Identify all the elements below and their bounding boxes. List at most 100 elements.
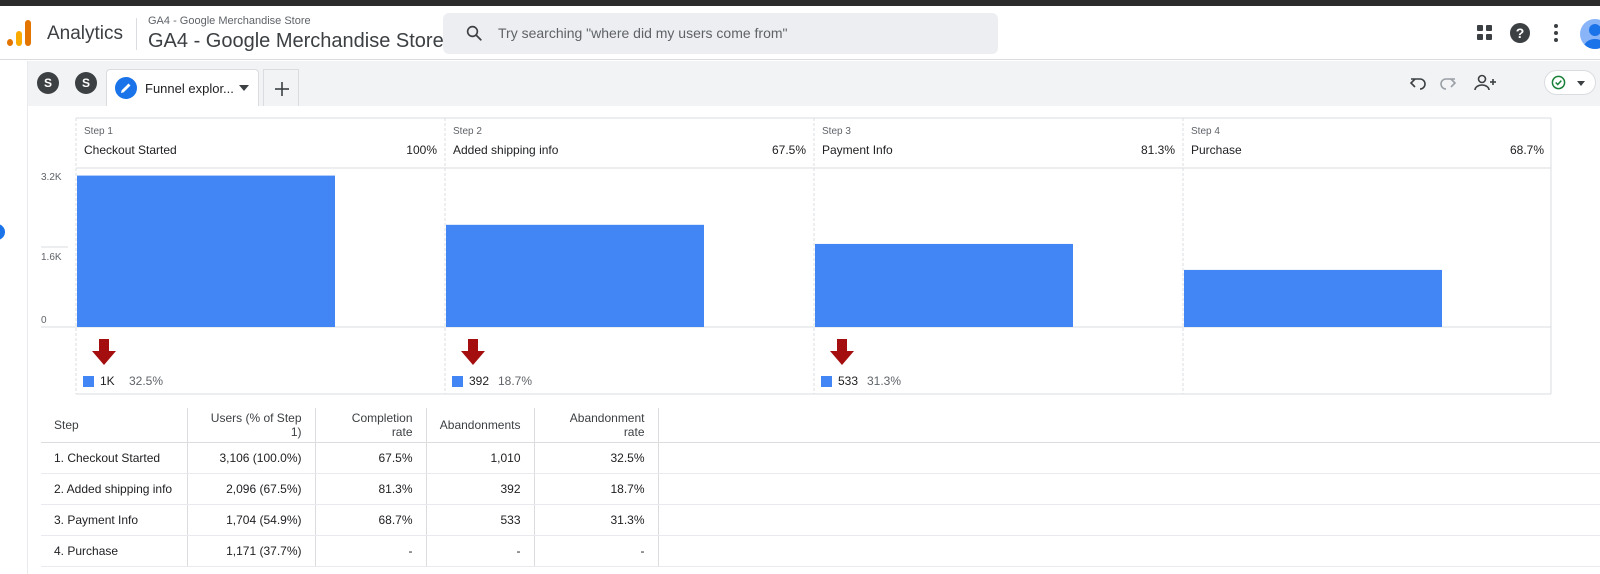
redo-icon[interactable]	[1438, 73, 1458, 93]
table-cell: 2,096 (67.5%)	[187, 473, 316, 505]
dropoff-swatch	[452, 376, 463, 387]
search-icon	[466, 25, 482, 41]
dropoff-summary[interactable]: 533 31.3%	[814, 334, 934, 394]
funnel-chart	[41, 117, 1552, 395]
share-people-icon[interactable]	[1474, 73, 1498, 93]
y-tick-label: 0	[41, 315, 47, 326]
column-header[interactable]: Users (% of Step 1)	[187, 408, 316, 443]
apps-grid-icon[interactable]	[1474, 22, 1496, 44]
step-name: Payment Info	[822, 143, 893, 157]
table-cell: 81.3%	[315, 473, 427, 505]
app-name[interactable]: Analytics	[47, 23, 124, 44]
table-row[interactable]: 1. Checkout Started 3,106 (100.0%) 67.5%…	[41, 442, 1600, 474]
table-row[interactable]: 3. Payment Info 1,704 (54.9%) 68.7% 533 …	[41, 504, 1600, 536]
more-vert-icon[interactable]	[1545, 22, 1567, 44]
search-bar[interactable]: Try searching "where did my users come f…	[443, 13, 998, 54]
dropoff-arrow-icon	[830, 339, 854, 365]
step-percent: 81.3%	[1140, 143, 1175, 157]
dropoff-count: 1K	[100, 374, 115, 388]
dropoff-rate: 31.3%	[867, 374, 902, 388]
table-cell-spacer	[658, 473, 1600, 505]
step-header[interactable]: Step 2 Added shipping info 67.5%	[445, 120, 814, 168]
help-icon[interactable]: ?	[1509, 22, 1531, 44]
step-percent: 67.5%	[771, 143, 806, 157]
user-avatar[interactable]	[1580, 19, 1600, 49]
column-header[interactable]: Abandonments	[426, 408, 535, 443]
table-cell: 392	[426, 473, 535, 505]
dropoff-rate: 18.7%	[498, 374, 533, 388]
property-selector[interactable]: GA4 - Google Merchandise Store	[148, 30, 444, 52]
table-row[interactable]: 2. Added shipping info 2,096 (67.5%) 81.…	[41, 473, 1600, 505]
table-cell-spacer	[658, 535, 1600, 567]
dropoff-summary[interactable]: 392 18.7%	[445, 334, 565, 394]
funnel-bar[interactable]	[1184, 269, 1442, 327]
dropoff-count: 392	[469, 374, 490, 388]
y-tick-label: 1.6K	[41, 252, 62, 263]
user-silhouette-icon	[1584, 24, 1600, 49]
step-percent: 100%	[406, 143, 437, 157]
tab-funnel-exploration[interactable]: Funnel explor...	[106, 69, 259, 106]
column-header-spacer	[658, 408, 1600, 443]
column-header[interactable]: Completion rate	[315, 408, 427, 443]
funnel-bar[interactable]	[77, 175, 335, 327]
table-cell-spacer	[658, 504, 1600, 536]
dropoff-swatch	[83, 376, 94, 387]
add-tab-button[interactable]	[263, 69, 299, 106]
column-header[interactable]: Abandonment rate	[534, 408, 659, 443]
status-check-dropdown[interactable]	[1544, 70, 1596, 95]
step-name: Added shipping info	[453, 143, 559, 157]
segment-chip[interactable]: S	[75, 72, 97, 94]
dropoff-summary[interactable]: 1K 32.5%	[76, 334, 196, 394]
step-header[interactable]: Step 1 Checkout Started 100%	[76, 120, 445, 168]
check-circle-icon	[1551, 75, 1566, 90]
step-percent: 68.7%	[1509, 143, 1544, 157]
window-top-strip	[0, 0, 1600, 6]
table-cell: 18.7%	[534, 473, 659, 505]
table-row[interactable]: 4. Purchase 1,171 (37.7%) - - -	[41, 535, 1600, 567]
y-tick-label: 3.2K	[41, 172, 62, 183]
table-cell: 32.5%	[534, 442, 659, 474]
table-cell: 4. Purchase	[41, 535, 188, 567]
step-number: Step 3	[822, 126, 851, 137]
step-name: Checkout Started	[84, 143, 177, 157]
dropoff-swatch	[821, 376, 832, 387]
step-number: Step 4	[1191, 126, 1220, 137]
table-cell: 68.7%	[315, 504, 427, 536]
step-number: Step 2	[453, 126, 482, 137]
table-cell: 3,106 (100.0%)	[187, 442, 316, 474]
table-cell: 3. Payment Info	[41, 504, 188, 536]
search-placeholder: Try searching "where did my users come f…	[498, 25, 788, 41]
table-header-row: Step Users (% of Step 1) Completion rate…	[41, 408, 1600, 443]
analytics-logo-icon[interactable]	[7, 20, 31, 46]
undo-icon[interactable]	[1408, 73, 1428, 93]
step-name: Purchase	[1191, 143, 1242, 157]
dropoff-count: 533	[838, 374, 859, 388]
rail-active-indicator	[0, 224, 5, 240]
step-header[interactable]: Step 3 Payment Info 81.3%	[814, 120, 1183, 168]
account-name[interactable]: GA4 - Google Merchandise Store	[148, 15, 311, 27]
chevron-down-icon	[1577, 81, 1585, 86]
funnel-bar[interactable]	[446, 224, 704, 327]
step-number: Step 1	[84, 126, 113, 137]
funnel-table: Step Users (% of Step 1) Completion rate…	[41, 408, 1600, 567]
segment-chip[interactable]: S	[37, 72, 59, 94]
app-header: Analytics GA4 - Google Merchandise Store…	[0, 6, 1600, 60]
tab-menu-caret-icon[interactable]	[239, 85, 249, 91]
table-cell: 67.5%	[315, 442, 427, 474]
pencil-icon	[115, 77, 137, 99]
svg-text:?: ?	[1516, 25, 1525, 41]
step-header[interactable]: Step 4 Purchase 68.7%	[1183, 120, 1552, 168]
table-cell: 533	[426, 504, 535, 536]
table-cell: -	[426, 535, 535, 567]
table-cell: 1,010	[426, 442, 535, 474]
header-divider	[136, 18, 137, 50]
table-cell: -	[534, 535, 659, 567]
table-cell-spacer	[658, 442, 1600, 474]
funnel-bar[interactable]	[815, 243, 1073, 327]
table-cell: 1,171 (37.7%)	[187, 535, 316, 567]
table-cell: 1,704 (54.9%)	[187, 504, 316, 536]
column-header[interactable]: Step	[41, 408, 188, 443]
dropoff-arrow-icon	[461, 339, 485, 365]
exploration-tab-bar: S S Funnel explor...	[28, 61, 1600, 106]
tab-label: Funnel explor...	[145, 81, 234, 96]
